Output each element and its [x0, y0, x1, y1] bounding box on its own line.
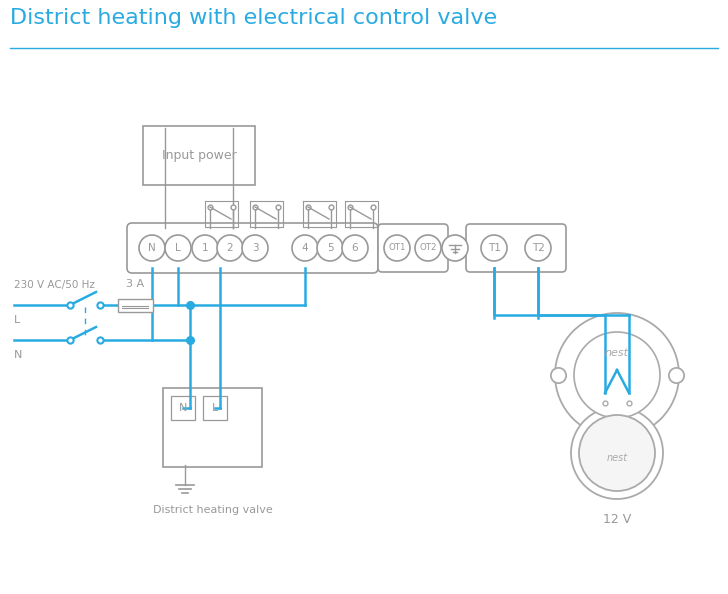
Text: T2: T2 — [531, 243, 545, 253]
Text: T1: T1 — [488, 243, 500, 253]
Text: 1: 1 — [202, 243, 208, 253]
Circle shape — [384, 235, 410, 261]
FancyBboxPatch shape — [127, 223, 378, 273]
Text: N: N — [148, 243, 156, 253]
Text: District heating valve: District heating valve — [153, 505, 272, 515]
Circle shape — [574, 332, 660, 418]
Circle shape — [192, 235, 218, 261]
Circle shape — [292, 235, 318, 261]
Text: OT2: OT2 — [419, 244, 437, 252]
Circle shape — [525, 235, 551, 261]
Text: 5: 5 — [327, 243, 333, 253]
Text: 3 A: 3 A — [126, 279, 144, 289]
Text: 230 V AC/50 Hz: 230 V AC/50 Hz — [14, 280, 95, 290]
Circle shape — [481, 235, 507, 261]
Text: L: L — [212, 403, 218, 413]
Circle shape — [555, 313, 679, 437]
Circle shape — [317, 235, 343, 261]
Text: District heating with electrical control valve: District heating with electrical control… — [10, 8, 497, 28]
Text: 12 V: 12 V — [603, 513, 631, 526]
Circle shape — [139, 235, 165, 261]
Text: L: L — [14, 315, 20, 325]
FancyBboxPatch shape — [163, 388, 262, 467]
Text: nest: nest — [606, 453, 628, 463]
Text: 2: 2 — [226, 243, 233, 253]
FancyBboxPatch shape — [117, 299, 152, 311]
FancyBboxPatch shape — [143, 126, 255, 185]
Circle shape — [442, 235, 468, 261]
FancyBboxPatch shape — [203, 396, 227, 420]
Text: Input power: Input power — [162, 149, 237, 162]
FancyBboxPatch shape — [599, 430, 635, 448]
Text: L: L — [175, 243, 181, 253]
Text: N: N — [14, 350, 23, 360]
Circle shape — [415, 235, 441, 261]
Circle shape — [342, 235, 368, 261]
Circle shape — [217, 235, 243, 261]
FancyBboxPatch shape — [378, 224, 448, 272]
Text: 3: 3 — [252, 243, 258, 253]
Text: N: N — [179, 403, 187, 413]
Circle shape — [242, 235, 268, 261]
FancyBboxPatch shape — [171, 396, 195, 420]
Circle shape — [571, 407, 663, 499]
Text: nest: nest — [605, 348, 629, 358]
Circle shape — [579, 415, 655, 491]
Circle shape — [165, 235, 191, 261]
Text: OT1: OT1 — [388, 244, 405, 252]
Text: 4: 4 — [301, 243, 309, 253]
FancyBboxPatch shape — [466, 224, 566, 272]
Text: 6: 6 — [352, 243, 358, 253]
